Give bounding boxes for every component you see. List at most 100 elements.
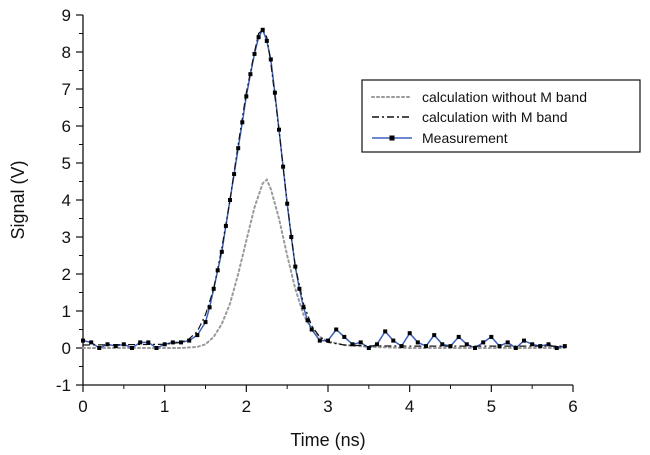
measurement-point: [260, 27, 265, 32]
y-tick-label: 2: [62, 265, 71, 284]
measurement-point: [546, 342, 551, 347]
measurement-point: [244, 94, 249, 99]
x-tick-label: 1: [160, 397, 169, 416]
series-measurement-line: [82, 28, 565, 349]
measurement-point: [195, 333, 200, 338]
x-tick-label: 0: [78, 397, 87, 416]
measurement-point: [170, 340, 175, 345]
measurement-point: [215, 268, 220, 273]
y-tick-label: 5: [62, 154, 71, 173]
legend-label: calculation with M band: [422, 109, 568, 125]
x-tick-label: 6: [568, 397, 577, 416]
measurement-point: [424, 344, 428, 349]
measurement-point: [350, 342, 355, 347]
y-tick-label: 7: [62, 80, 71, 99]
measurement-point: [138, 340, 143, 345]
measurement-point: [305, 318, 310, 323]
measurement-point: [219, 249, 224, 254]
legend-swatch-measurement-marker: [389, 135, 395, 141]
measurement-point: [268, 57, 273, 62]
y-tick-label: 4: [62, 191, 71, 210]
x-tick-label: 4: [405, 397, 414, 416]
measurement-point: [240, 120, 245, 125]
legend-label: calculation without M band: [422, 89, 587, 105]
measurement-markers: [81, 27, 567, 350]
measurement-point: [448, 344, 453, 349]
measurement-point: [281, 164, 286, 169]
measurement-point: [89, 340, 94, 345]
measurement-point: [309, 327, 314, 332]
measurement-point: [407, 331, 412, 336]
x-axis-label: Time (ns): [290, 430, 365, 450]
measurement-point: [334, 327, 339, 332]
measurement-point: [272, 90, 277, 95]
plot-area: [81, 27, 567, 350]
measurement-point: [179, 340, 183, 345]
measurement-point: [130, 346, 134, 350]
y-tick-label: -1: [56, 376, 71, 395]
measurement-point: [342, 334, 347, 339]
measurement-point: [481, 340, 486, 345]
measurement-point: [513, 346, 518, 350]
measurement-point: [358, 340, 363, 345]
measurement-point: [187, 338, 192, 343]
y-tick-label: 9: [62, 6, 71, 25]
measurement-point: [121, 342, 126, 347]
y-tick-label: 1: [62, 302, 71, 321]
measurement-point: [317, 338, 322, 343]
y-tick-label: 6: [62, 117, 71, 136]
measurement-point: [236, 146, 241, 151]
measurement-point: [97, 346, 102, 350]
legend: calculation without M band calculation wi…: [361, 79, 641, 153]
measurement-point: [232, 172, 237, 177]
measurement-point: [554, 346, 559, 350]
measurement-point: [105, 342, 110, 347]
measurement-point: [473, 346, 477, 350]
measurement-point: [489, 334, 494, 339]
measurement-point: [301, 305, 306, 310]
measurement-point: [391, 338, 396, 343]
series-calculation-with-m-band: [82, 28, 565, 347]
measurement-point: [432, 333, 437, 338]
x-tick-label: 3: [323, 397, 332, 416]
measurement-point: [415, 340, 420, 345]
measurement-point: [146, 340, 151, 345]
x-tick-label: 2: [242, 397, 251, 416]
measurement-point: [440, 342, 445, 347]
measurement-point: [562, 344, 567, 349]
y-tick-label: 8: [62, 43, 71, 62]
measurement-point: [228, 198, 232, 202]
legend-box: [361, 79, 641, 153]
measurement-point: [252, 51, 257, 56]
y-tick-label: 3: [62, 228, 71, 247]
measurement-point: [497, 344, 502, 349]
measurement-point: [162, 342, 167, 347]
measurement-point: [383, 329, 388, 334]
measurement-point: [522, 338, 526, 343]
y-axis: -1 0 1 2 3 4 5 6 7 8 9: [56, 6, 83, 395]
measurement-point: [289, 235, 294, 239]
measurement-point: [399, 344, 404, 349]
y-axis-label: Signal (V): [8, 160, 28, 239]
measurement-point: [538, 344, 543, 349]
measurement-point: [326, 338, 330, 343]
y-tick-label: 0: [62, 339, 71, 358]
measurement-point: [248, 72, 253, 77]
measurement-point: [264, 38, 269, 43]
measurement-point: [530, 342, 535, 347]
x-axis: 0 1 2 3 4 5 6: [78, 385, 578, 416]
measurement-point: [211, 286, 216, 291]
measurement-point: [203, 320, 208, 325]
axis-frame: [82, 15, 573, 386]
measurement-point: [277, 127, 281, 132]
measurement-point: [154, 346, 159, 350]
measurement-point: [207, 305, 212, 310]
measurement-point: [293, 264, 298, 269]
measurement-point: [256, 35, 261, 40]
measurement-point: [223, 223, 228, 228]
measurement-point: [375, 342, 379, 347]
x-tick-label: 5: [487, 397, 496, 416]
measurement-point: [81, 338, 85, 343]
measurement-point: [456, 334, 461, 339]
